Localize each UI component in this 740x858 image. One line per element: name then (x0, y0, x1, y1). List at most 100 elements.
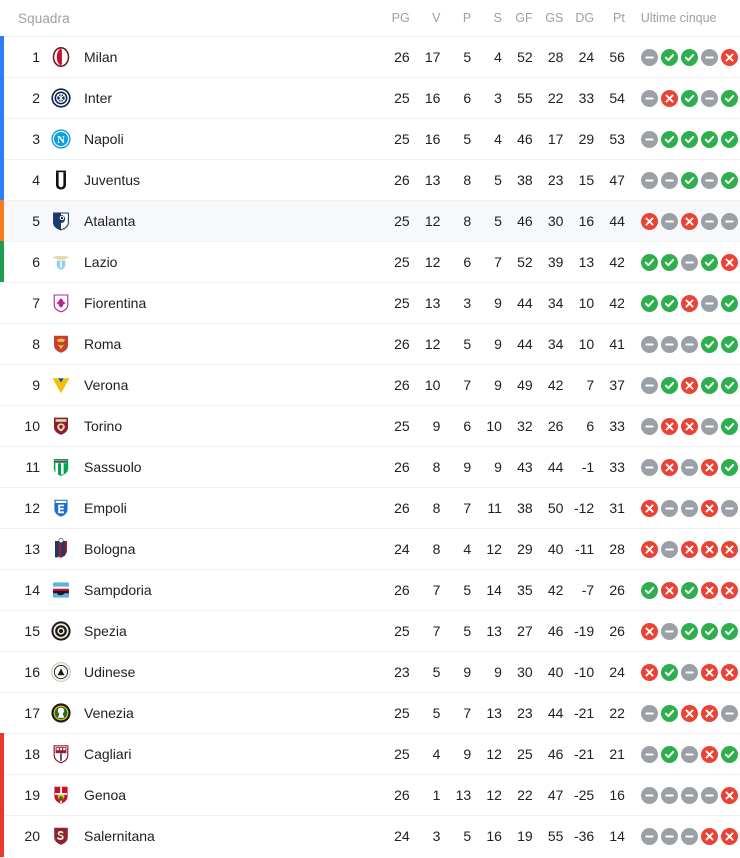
form-result-draw[interactable] (640, 89, 658, 107)
team-cell[interactable]: 19 Genoa (0, 784, 379, 806)
form-result-loss[interactable] (720, 663, 738, 681)
form-result-draw[interactable] (680, 499, 698, 517)
form-result-loss[interactable] (680, 212, 698, 230)
team-cell[interactable]: 12 Empoli (0, 497, 379, 519)
form-result-win[interactable] (700, 335, 718, 353)
form-result-win[interactable] (680, 48, 698, 66)
form-result-draw[interactable] (660, 622, 678, 640)
form-result-loss[interactable] (700, 704, 718, 722)
form-result-draw[interactable] (680, 827, 698, 845)
form-result-loss[interactable] (700, 499, 718, 517)
form-result-draw[interactable] (660, 171, 678, 189)
form-result-draw[interactable] (680, 253, 698, 271)
form-result-win[interactable] (660, 376, 678, 394)
form-result-win[interactable] (720, 171, 738, 189)
team-cell[interactable]: 11 Sassuolo (0, 456, 379, 478)
table-row[interactable]: 16 Udinese 23 5 9 9 30 40 -10 24 (0, 651, 740, 692)
form-result-win[interactable] (660, 704, 678, 722)
team-cell[interactable]: 7 Fiorentina (0, 292, 379, 314)
form-result-draw[interactable] (640, 786, 658, 804)
form-result-loss[interactable] (700, 745, 718, 763)
form-result-win[interactable] (700, 376, 718, 394)
team-cell[interactable]: 20 Salernitana (0, 825, 379, 847)
form-result-loss[interactable] (720, 540, 738, 558)
form-result-draw[interactable] (640, 130, 658, 148)
form-result-win[interactable] (640, 581, 658, 599)
form-result-win[interactable] (680, 89, 698, 107)
form-result-loss[interactable] (720, 253, 738, 271)
table-row[interactable]: 4 Juventus 26 13 8 5 38 23 15 47 (0, 159, 740, 201)
form-result-win[interactable] (720, 417, 738, 435)
table-row[interactable]: 3 N Napoli 25 16 5 4 46 17 29 53 (0, 118, 740, 160)
form-result-win[interactable] (720, 130, 738, 148)
team-cell[interactable]: 1 Milan (0, 46, 379, 68)
form-result-draw[interactable] (700, 89, 718, 107)
form-result-draw[interactable] (680, 663, 698, 681)
team-cell[interactable]: 5 Atalanta (0, 210, 379, 232)
form-result-draw[interactable] (700, 417, 718, 435)
form-result-win[interactable] (660, 253, 678, 271)
table-row[interactable]: 14 Sampdoria 26 7 5 14 35 42 -7 26 (0, 569, 740, 610)
form-result-win[interactable] (720, 745, 738, 763)
form-result-loss[interactable] (680, 540, 698, 558)
form-result-loss[interactable] (660, 458, 678, 476)
form-result-draw[interactable] (700, 294, 718, 312)
table-row[interactable]: 11 Sassuolo 26 8 9 9 43 44 -1 33 (0, 446, 740, 487)
form-result-win[interactable] (720, 294, 738, 312)
team-cell[interactable]: 18 Cagliari (0, 743, 379, 765)
form-result-win[interactable] (660, 663, 678, 681)
form-result-draw[interactable] (640, 827, 658, 845)
table-row[interactable]: 8 Roma 26 12 5 9 44 34 10 41 (0, 323, 740, 364)
table-row[interactable]: 9 Verona 26 10 7 9 49 42 7 37 (0, 364, 740, 405)
form-result-draw[interactable] (700, 48, 718, 66)
form-result-loss[interactable] (640, 499, 658, 517)
form-result-draw[interactable] (660, 827, 678, 845)
form-result-draw[interactable] (700, 171, 718, 189)
form-result-win[interactable] (640, 253, 658, 271)
form-result-draw[interactable] (700, 212, 718, 230)
form-result-loss[interactable] (660, 581, 678, 599)
form-result-draw[interactable] (680, 786, 698, 804)
team-cell[interactable]: 2 Inter (0, 87, 379, 109)
form-result-win[interactable] (680, 622, 698, 640)
form-result-draw[interactable] (720, 499, 738, 517)
form-result-win[interactable] (680, 581, 698, 599)
form-result-loss[interactable] (680, 376, 698, 394)
team-cell[interactable]: 15 Spezia (0, 620, 379, 642)
table-row[interactable]: 6 Lazio 25 12 6 7 52 39 13 42 (0, 241, 740, 283)
form-result-win[interactable] (720, 458, 738, 476)
team-cell[interactable]: 8 Roma (0, 333, 379, 355)
form-result-loss[interactable] (640, 663, 658, 681)
team-cell[interactable]: 3 N Napoli (0, 128, 379, 150)
form-result-win[interactable] (700, 622, 718, 640)
form-result-win[interactable] (660, 745, 678, 763)
form-result-win[interactable] (720, 376, 738, 394)
form-result-draw[interactable] (660, 540, 678, 558)
table-row[interactable]: 5 Atalanta 25 12 8 5 46 30 16 44 (0, 200, 740, 242)
form-result-win[interactable] (660, 130, 678, 148)
form-result-loss[interactable] (680, 294, 698, 312)
form-result-draw[interactable] (700, 786, 718, 804)
form-result-draw[interactable] (640, 376, 658, 394)
team-cell[interactable]: 6 Lazio (0, 251, 379, 273)
form-result-draw[interactable] (640, 171, 658, 189)
form-result-loss[interactable] (720, 786, 738, 804)
form-result-loss[interactable] (700, 458, 718, 476)
form-result-loss[interactable] (640, 540, 658, 558)
form-result-loss[interactable] (640, 212, 658, 230)
table-row[interactable]: 18 Cagliari 25 4 9 12 25 46 -21 21 (0, 733, 740, 775)
form-result-draw[interactable] (640, 417, 658, 435)
form-result-draw[interactable] (640, 745, 658, 763)
form-result-loss[interactable] (680, 704, 698, 722)
form-result-loss[interactable] (660, 89, 678, 107)
form-result-loss[interactable] (680, 417, 698, 435)
form-result-loss[interactable] (700, 540, 718, 558)
form-result-draw[interactable] (660, 499, 678, 517)
form-result-win[interactable] (660, 294, 678, 312)
form-result-win[interactable] (640, 294, 658, 312)
form-result-win[interactable] (700, 253, 718, 271)
form-result-loss[interactable] (720, 48, 738, 66)
form-result-draw[interactable] (640, 704, 658, 722)
form-result-win[interactable] (700, 130, 718, 148)
form-result-draw[interactable] (680, 745, 698, 763)
